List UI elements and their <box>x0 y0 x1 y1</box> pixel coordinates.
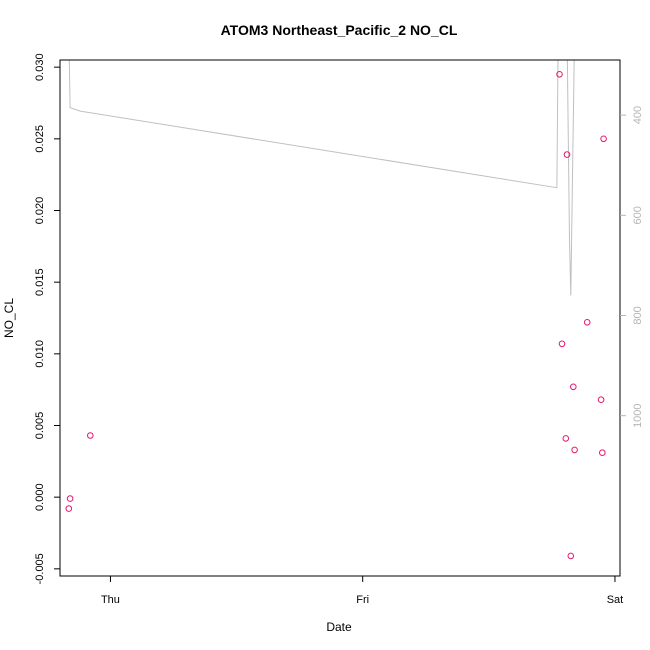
data-point <box>599 449 606 457</box>
y2-axis: 400 600 800 1000 <box>620 106 644 428</box>
data-point <box>563 151 571 158</box>
data-point <box>600 135 607 143</box>
data-point <box>597 396 605 404</box>
data-point <box>571 446 578 454</box>
plot-frame <box>59 59 621 577</box>
y-tick-label: 0.020 <box>34 197 46 225</box>
y-tick-label: 0.000 <box>34 483 46 511</box>
y-tick-label: -0.005 <box>34 553 46 584</box>
series-line <box>68 60 575 296</box>
x-axis: Thu Fri Sat <box>101 576 623 606</box>
data-point <box>570 383 577 391</box>
x-axis-label: Date <box>326 620 352 634</box>
y2-tick-label: 800 <box>632 306 644 324</box>
y-tick-label: 0.025 <box>34 125 46 153</box>
y-tick-label: 0.030 <box>34 53 46 81</box>
x-tick-label: Thu <box>101 594 120 606</box>
x-tick-label: Fri <box>356 594 369 606</box>
y2-tick-label: 400 <box>632 106 644 124</box>
series-layer <box>65 60 607 560</box>
data-point <box>87 432 94 439</box>
chart-title: ATOM3 Northeast_Pacific_2 NO_CL <box>221 22 458 38</box>
y2-tick-label: 600 <box>632 206 644 224</box>
y-tick-label: 0.015 <box>34 268 46 296</box>
y-tick-label: 0.010 <box>34 340 46 368</box>
x-tick-label: Sat <box>607 594 624 606</box>
y2-tick-label: 1000 <box>632 403 644 427</box>
data-point <box>558 340 566 348</box>
data-point <box>562 435 570 442</box>
data-point <box>567 552 575 560</box>
data-point <box>66 495 74 502</box>
data-point <box>65 505 73 512</box>
y-tick-label: 0.005 <box>34 412 46 440</box>
data-point <box>556 71 563 78</box>
y-axis-label: NO_CL <box>2 298 16 338</box>
y-axis: -0.005 0.000 0.005 0.010 0.015 0.020 0.025 0.03… <box>34 53 60 584</box>
data-point <box>583 319 591 326</box>
